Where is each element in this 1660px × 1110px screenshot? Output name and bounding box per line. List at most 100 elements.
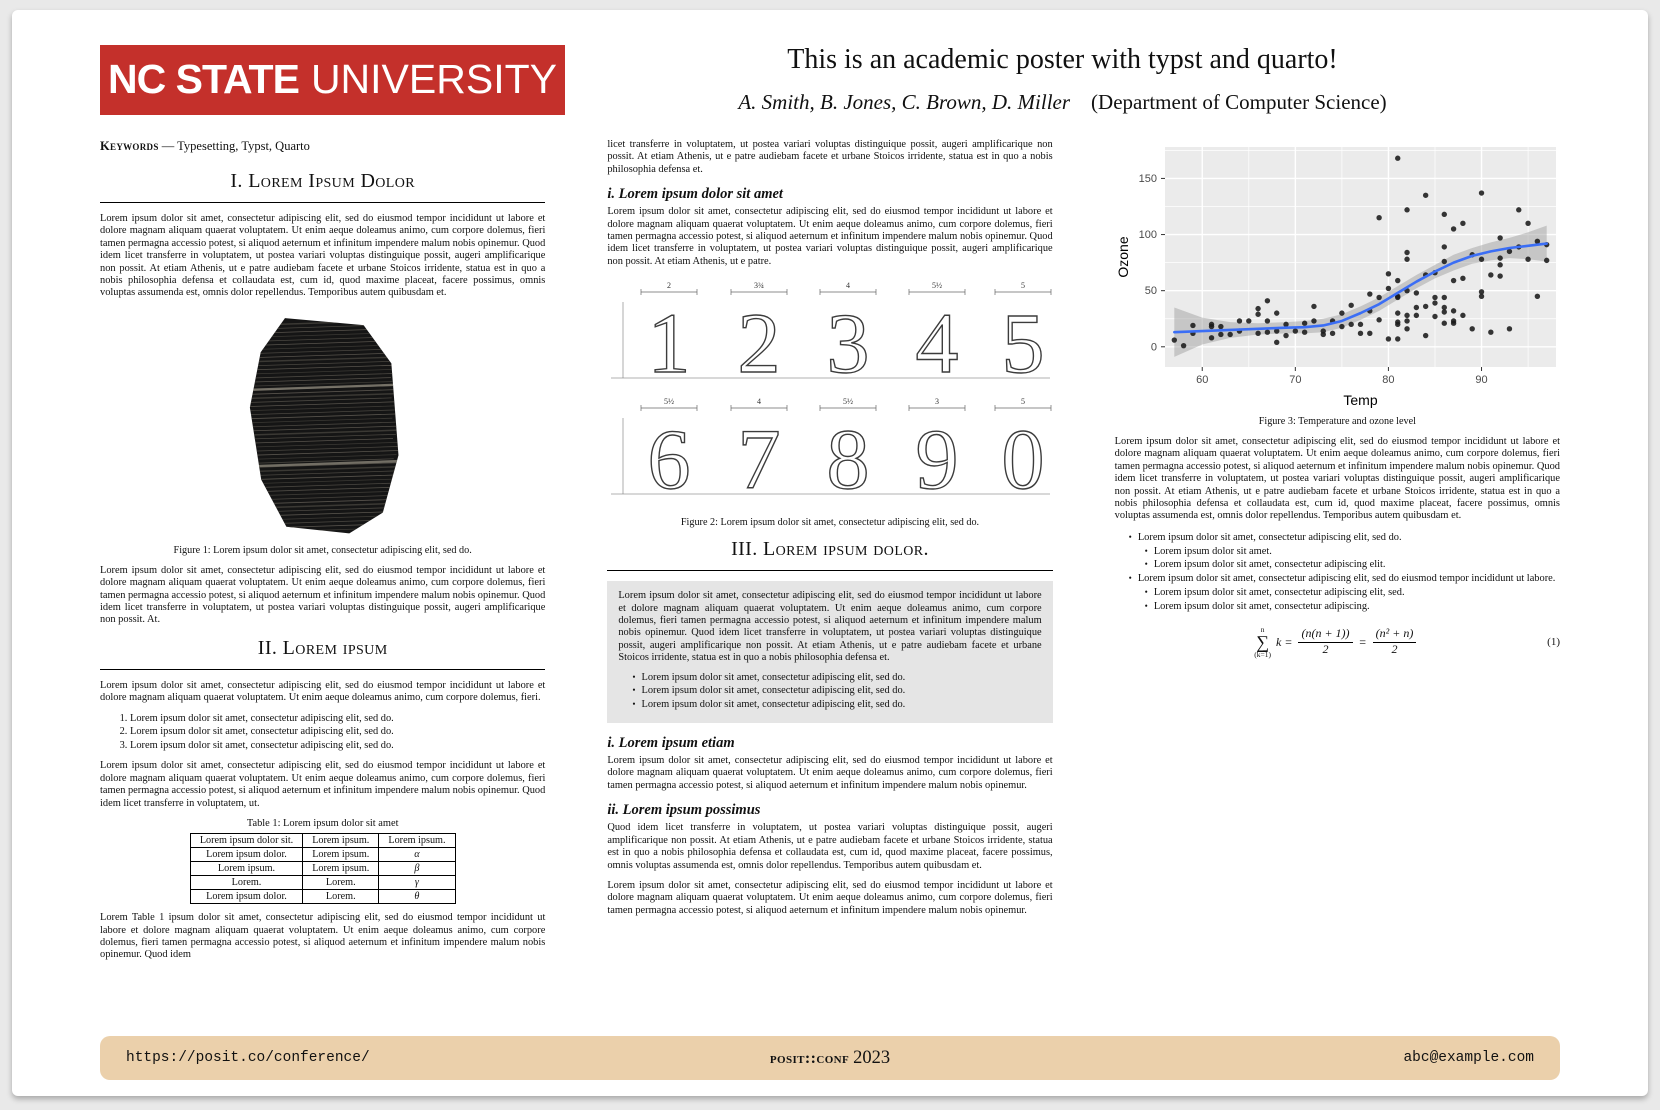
paragraph: Lorem ipsum dolor sit amet, consectetur … <box>1114 436 1560 522</box>
sigma-glyph: ∑ <box>1256 632 1270 653</box>
table-header-cell: Lorem ipsum. <box>378 833 456 849</box>
svg-text:0: 0 <box>1002 411 1045 507</box>
svg-text:8: 8 <box>827 411 870 507</box>
svg-text:7: 7 <box>738 411 781 507</box>
figure1-rosetta-stone-image <box>246 317 401 537</box>
svg-text:5½: 5½ <box>843 397 853 406</box>
table-caption: Table 1: Lorem ipsum dolor sit amet <box>246 818 399 830</box>
list-item: Lorem ipsum dolor sit amet, consectetur … <box>130 713 545 726</box>
paragraph: Lorem ipsum dolor sit amet, consectetur … <box>607 206 1053 267</box>
table-row: Lorem ipsum dolor. Lorem ipsum. α <box>189 847 456 863</box>
svg-text:3: 3 <box>935 397 939 406</box>
list-item: Lorem ipsum dolor sit amet, consectetur … <box>1129 531 1560 572</box>
sum-upper-limit: n <box>1260 624 1265 634</box>
table-header-row: Lorem ipsum dolor sit. Lorem ipsum. Lore… <box>189 833 456 849</box>
table-cell: Lorem. <box>302 875 380 891</box>
bullet-list: Lorem ipsum dolor sit amet, consectetur … <box>618 671 1041 712</box>
poster-title: This is an academic poster with typst an… <box>787 44 1338 75</box>
list-item: Lorem ipsum dolor sit amet, consectetur … <box>632 671 1041 685</box>
fraction: (n² + n) 2 <box>1372 627 1417 657</box>
column-1: Keywords — Typesetting, Typst, Quarto I.… <box>100 139 546 1036</box>
table-row: Lorem ipsum dolor. Lorem. θ <box>189 889 456 905</box>
sub-bullet-list: Lorem ipsum dolor sit amet, consectetur … <box>1129 586 1560 614</box>
table-header-cell: Lorem ipsum. <box>302 833 380 849</box>
svg-text:50: 50 <box>1144 285 1156 297</box>
subsection-heading: i. Lorem ipsum etiam <box>607 735 735 752</box>
svg-text:6: 6 <box>648 411 691 507</box>
section-rule <box>100 202 546 203</box>
svg-text:3¾: 3¾ <box>754 281 764 290</box>
svg-text:9: 9 <box>916 411 959 507</box>
paragraph: Lorem ipsum dolor sit amet, consectetur … <box>618 590 1042 664</box>
denominator: 2 <box>1391 642 1398 657</box>
table-1: Lorem ipsum dolor sit. Lorem ipsum. Lore… <box>189 833 456 905</box>
list-item: Lorem ipsum dolor sit amet, consectetur … <box>130 740 545 753</box>
logo-text-light: UNIVERSITY <box>310 56 557 102</box>
svg-text:2: 2 <box>738 295 781 391</box>
column-2: licet transferre in voluptatem, ut poste… <box>607 139 1053 1036</box>
keywords-label: Keywords <box>100 139 159 153</box>
paragraph: licet transferre in voluptatem, ut poste… <box>607 139 1053 175</box>
svg-text:90: 90 <box>1475 374 1487 386</box>
svg-text:3: 3 <box>827 295 870 391</box>
section-rule <box>607 570 1053 572</box>
equation-lhs: k = <box>1276 634 1293 649</box>
svg-text:60: 60 <box>1196 374 1208 386</box>
figure3-caption: Figure 3: Temperature and ozone level <box>1258 416 1416 427</box>
svg-text:5: 5 <box>1002 295 1045 391</box>
svg-text:100: 100 <box>1138 229 1156 241</box>
svg-text:70: 70 <box>1289 374 1301 386</box>
summation-symbol: n ∑ (k=1) <box>1254 626 1271 659</box>
ozone-temp-chart: 0 50 100 150 60 70 80 90 Temp Ozone <box>1115 147 1556 408</box>
subsection-heading: ii. Lorem ipsum possimus <box>607 802 761 819</box>
table-cell: Lorem ipsum. <box>302 847 380 863</box>
list-item: Lorem ipsum dolor sit amet, consectetur … <box>1145 586 1560 600</box>
svg-text:5½: 5½ <box>664 397 674 406</box>
svg-text:2: 2 <box>667 281 671 290</box>
footer-url-link[interactable]: https://posit.co/conference/ <box>126 1050 370 1066</box>
svg-text:80: 80 <box>1382 374 1394 386</box>
highlight-box: Lorem ipsum dolor sit amet, consectetur … <box>607 581 1053 724</box>
table-cell: Lorem ipsum. <box>302 861 380 877</box>
columns: Keywords — Typesetting, Typst, Quarto I.… <box>100 139 1560 1036</box>
paragraph: Lorem ipsum dolor sit amet, consectetur … <box>607 755 1053 791</box>
list-item: Lorem ipsum dolor sit amet, consectetur … <box>1145 600 1560 614</box>
list-item: Lorem ipsum dolor sit amet, consectetur … <box>632 684 1041 698</box>
footer-email-link[interactable]: abc@example.com <box>1403 1050 1534 1066</box>
paragraph: Lorem ipsum dolor sit amet, consectetur … <box>100 213 546 299</box>
table-cell: θ <box>378 889 456 905</box>
column-3: 0 50 100 150 60 70 80 90 Temp Ozone Figure 3: Tem… <box>1115 139 1560 1036</box>
svg-text:4: 4 <box>846 281 850 290</box>
subsection-heading: i. Lorem ipsum dolor sit amet <box>607 186 783 203</box>
bullet-text: Lorem ipsum dolor sit amet, consectetur … <box>1137 531 1402 543</box>
numerator: (n(n + 1)) <box>1298 627 1353 644</box>
sum-lower-limit: (k=1) <box>1254 650 1272 660</box>
figure1-caption: Figure 1: Lorem ipsum dolor sit amet, co… <box>173 544 472 556</box>
paragraph: Lorem ipsum dolor sit amet, consectetur … <box>100 679 546 704</box>
keywords-line: Keywords — Typesetting, Typst, Quarto <box>100 139 545 154</box>
fraction: (n(n + 1)) 2 <box>1298 627 1353 657</box>
paragraph: Lorem Table 1 ipsum dolor sit amet, cons… <box>100 912 546 961</box>
list-item: Lorem ipsum dolor sit amet, consectetur … <box>130 726 545 739</box>
list-item: Lorem ipsum dolor sit amet. <box>1145 545 1560 559</box>
equation: n ∑ (k=1) k = (n(n + 1)) 2 = (n² + n) 2 … <box>1115 626 1560 659</box>
paragraph: Lorem ipsum dolor sit amet, consectetur … <box>100 564 546 626</box>
bullet-text: Lorem ipsum dolor sit amet, consectetur … <box>1137 573 1556 585</box>
table-cell: Lorem. <box>189 875 304 891</box>
table-cell: Lorem ipsum dolor. <box>189 889 304 905</box>
svg-text:Ozone: Ozone <box>1115 236 1131 277</box>
figure2-caption: Figure 2: Lorem ipsum dolor sit amet, co… <box>680 517 980 529</box>
nc-state-logo: NC STATE UNIVERSITY <box>100 44 565 115</box>
svg-text:Temp: Temp <box>1343 392 1377 408</box>
svg-text:150: 150 <box>1138 173 1156 185</box>
denominator: 2 <box>1322 642 1329 657</box>
logo-text-bold: NC STATE <box>108 56 300 102</box>
affiliation: (Department of Computer Science) <box>1091 90 1387 114</box>
numerator: (n² + n) <box>1372 627 1417 644</box>
table-cell: Lorem ipsum. <box>189 861 304 877</box>
table-cell: γ <box>378 875 456 891</box>
paragraph: Quod idem licet transferre in voluptatem… <box>607 822 1053 871</box>
numbered-list: Lorem ipsum dolor sit amet, consectetur … <box>100 713 545 753</box>
paragraph: Lorem ipsum dolor sit amet, consectetur … <box>100 760 546 809</box>
table-cell: β <box>378 861 456 877</box>
